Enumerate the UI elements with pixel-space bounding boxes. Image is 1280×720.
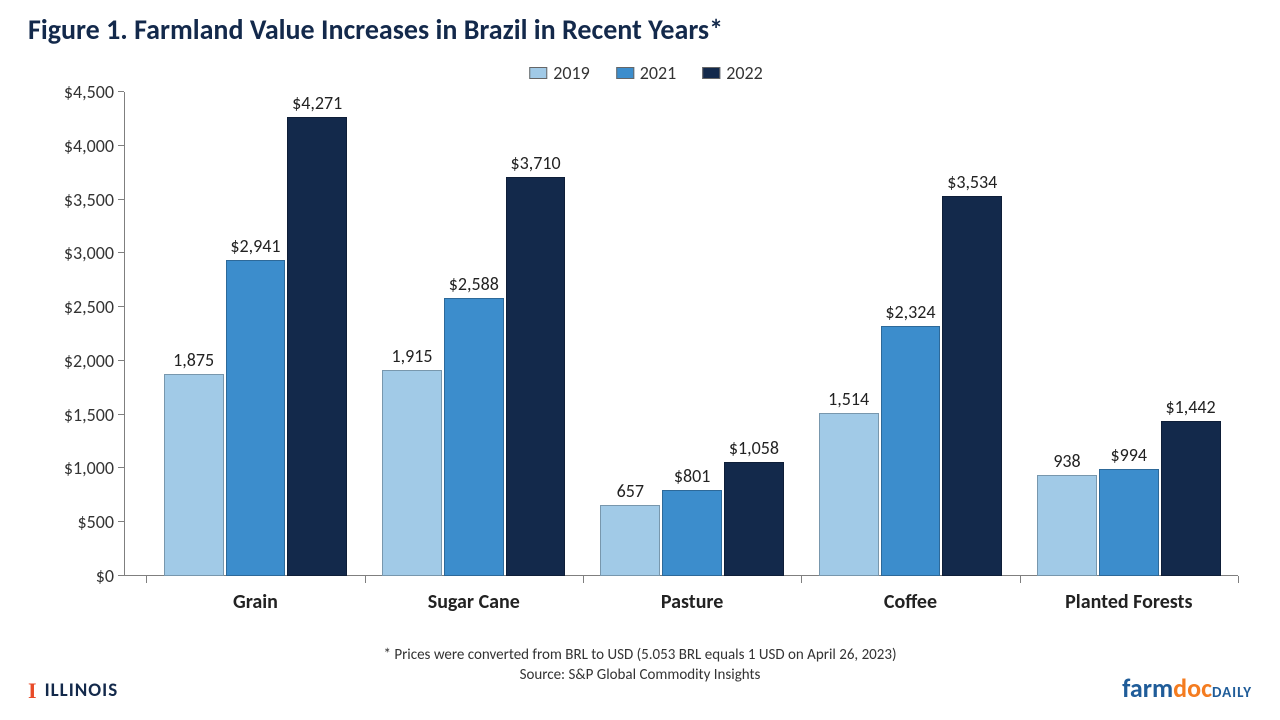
y-tick-label: $2,000 — [64, 350, 114, 372]
bar: $2,324 — [881, 326, 941, 576]
footnote-conversion: * Prices were converted from BRL to USD … — [0, 646, 1280, 664]
bar: $3,710 — [506, 177, 566, 576]
legend-swatch-2021 — [616, 67, 634, 79]
bar: $2,941 — [226, 260, 286, 576]
bar-value-label: $2,324 — [885, 301, 935, 323]
x-tick-mark — [1238, 576, 1239, 583]
category-label: Pasture — [661, 590, 724, 614]
bar: 657 — [600, 505, 660, 576]
x-tick-mark — [583, 576, 584, 583]
y-tick-mark — [118, 467, 124, 468]
category-label: Grain — [233, 590, 278, 614]
y-tick-label: $0 — [96, 565, 114, 587]
legend-item-2022: 2022 — [702, 62, 763, 84]
legend-swatch-2022 — [702, 67, 720, 79]
bar-value-label: 657 — [617, 480, 644, 502]
illinois-block-i-icon: I — [28, 680, 37, 702]
bar: 1,875 — [164, 374, 224, 576]
farmdoc-daily: DAILY — [1212, 684, 1252, 702]
bar-value-label: $4,271 — [292, 92, 342, 114]
bar-value-label: 1,514 — [828, 388, 869, 410]
y-tick-mark — [118, 414, 124, 415]
y-tick-mark — [118, 521, 124, 522]
legend-item-2019: 2019 — [529, 62, 590, 84]
y-tick-label: $3,000 — [64, 242, 114, 264]
farmdoc-daily-logo: farmdocDAILY — [1122, 672, 1252, 704]
bar: 1,514 — [819, 413, 879, 576]
y-tick-label: $1,500 — [64, 404, 114, 426]
x-tick-mark — [801, 576, 802, 583]
farmdoc-doc: doc — [1173, 672, 1212, 704]
category-label: Coffee — [884, 590, 937, 614]
legend-label-2019: 2019 — [553, 62, 590, 84]
legend-label-2021: 2021 — [640, 62, 677, 84]
bar: $2,588 — [444, 298, 504, 576]
bar: $994 — [1099, 469, 1159, 576]
category-label: Sugar Cane — [428, 590, 520, 614]
y-tick-mark — [118, 91, 124, 92]
bar-value-label: $3,710 — [511, 152, 561, 174]
bar: 938 — [1037, 475, 1097, 576]
farmdoc-farm: farm — [1122, 672, 1173, 704]
bar: 1,915 — [382, 370, 442, 576]
x-tick-mark — [365, 576, 366, 583]
bar-value-label: $994 — [1111, 444, 1148, 466]
figure-title: Figure 1. Farmland Value Increases in Br… — [28, 12, 723, 47]
y-tick-mark — [118, 306, 124, 307]
footnote-source: Source: S&P Global Commodity Insights — [0, 666, 1280, 684]
bar-value-label: $3,534 — [947, 171, 997, 193]
legend-label-2022: 2022 — [726, 62, 763, 84]
legend: 2019 2021 2022 — [529, 62, 763, 84]
x-tick-mark — [146, 576, 147, 583]
chart-area: 2019 2021 2022 $0$500$1,000$1,500$2,000$… — [48, 62, 1244, 622]
bar-value-label: 1,875 — [173, 349, 214, 371]
bar-value-label: $1,058 — [729, 437, 779, 459]
y-axis — [124, 92, 125, 576]
y-tick-mark — [118, 360, 124, 361]
y-tick-label: $1,000 — [64, 457, 114, 479]
bar-value-label: 938 — [1053, 450, 1080, 472]
bar: $3,534 — [942, 196, 1002, 576]
legend-item-2021: 2021 — [616, 62, 677, 84]
bar: $1,442 — [1161, 421, 1221, 576]
bar: $4,271 — [287, 117, 347, 576]
bar-value-label: $1,442 — [1166, 396, 1216, 418]
y-tick-mark — [118, 199, 124, 200]
x-tick-mark — [1020, 576, 1021, 583]
y-tick-label: $500 — [78, 511, 115, 533]
bar: $801 — [662, 490, 722, 576]
y-tick-mark — [118, 575, 124, 576]
y-tick-label: $2,500 — [64, 296, 114, 318]
y-tick-mark — [118, 252, 124, 253]
legend-swatch-2019 — [529, 67, 547, 79]
bar-value-label: 1,915 — [391, 345, 432, 367]
bar-value-label: $801 — [674, 465, 711, 487]
y-tick-mark — [118, 145, 124, 146]
category-label: Planted Forests — [1065, 590, 1192, 614]
figure-page: Figure 1. Farmland Value Increases in Br… — [0, 0, 1280, 720]
bar: $1,058 — [724, 462, 784, 576]
bar-value-label: $2,941 — [230, 235, 280, 257]
y-tick-label: $4,500 — [64, 81, 114, 103]
illinois-logo: I ILLINOIS — [28, 679, 118, 702]
y-tick-label: $3,500 — [64, 189, 114, 211]
plot-area: $0$500$1,000$1,500$2,000$2,500$3,000$3,5… — [124, 92, 1238, 576]
bar-value-label: $2,588 — [449, 273, 499, 295]
y-tick-label: $4,000 — [64, 135, 114, 157]
illinois-wordmark: ILLINOIS — [45, 679, 119, 702]
